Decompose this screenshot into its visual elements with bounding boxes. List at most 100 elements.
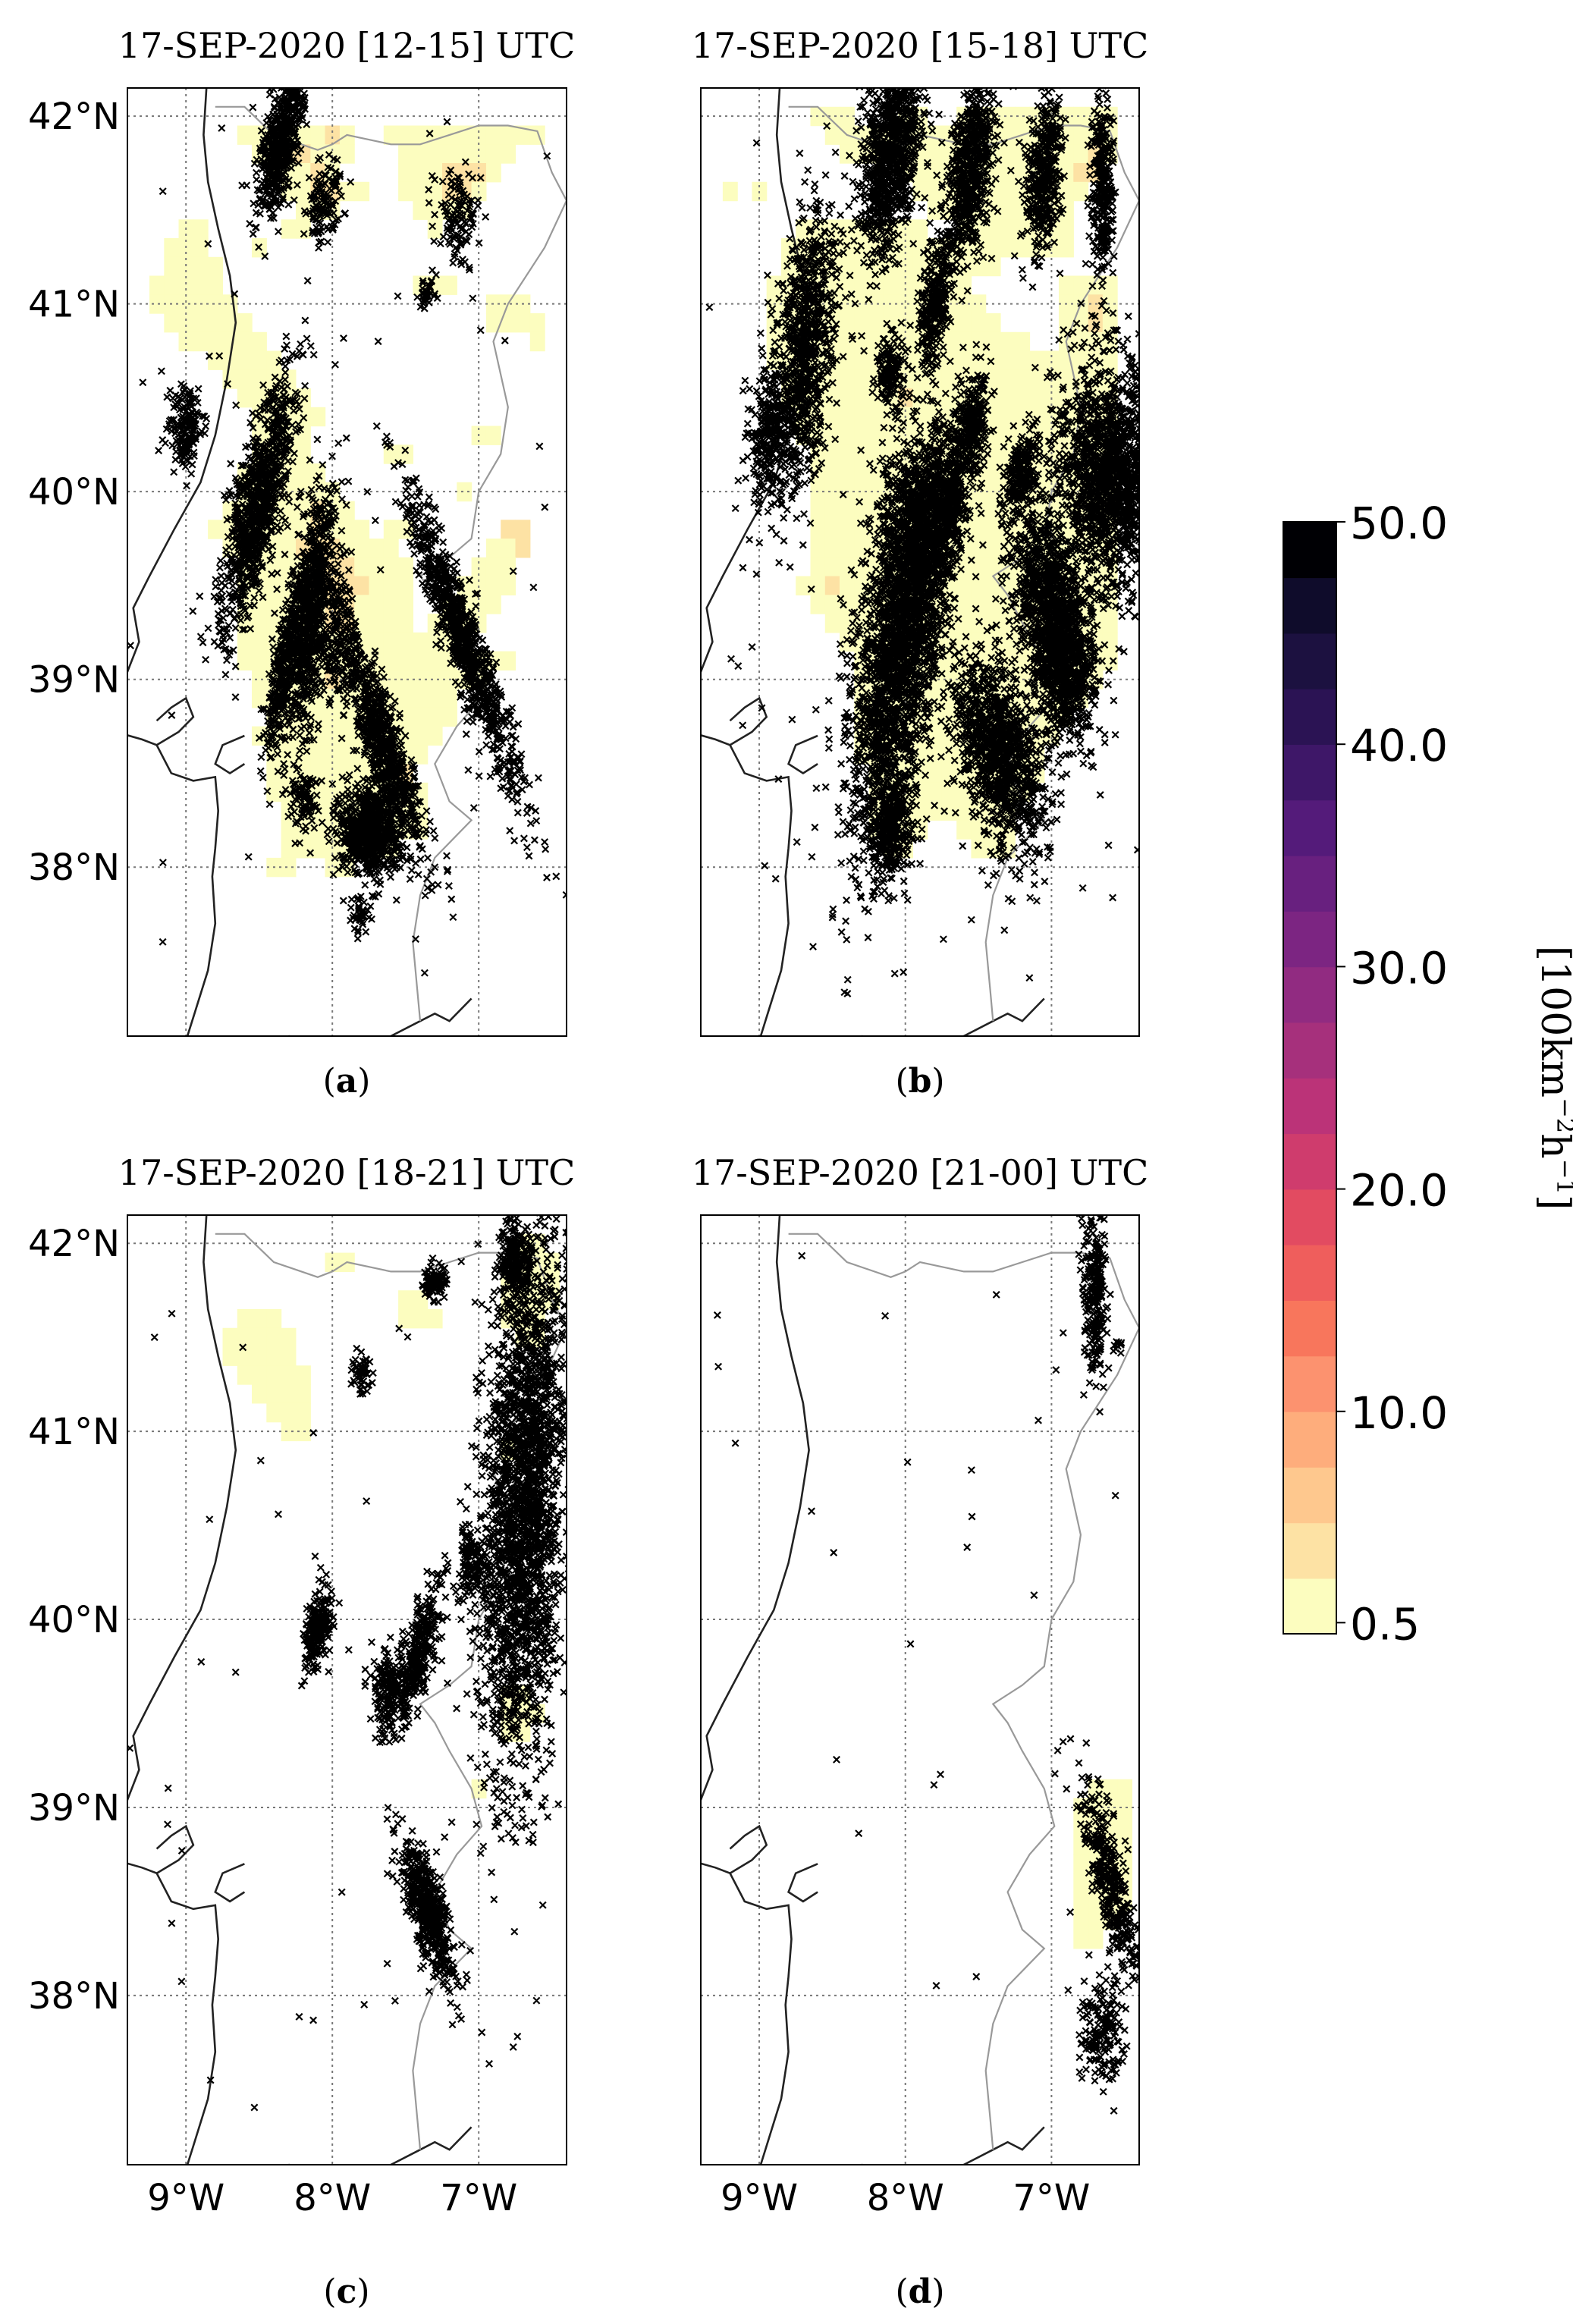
- density-cell: [1073, 1892, 1089, 1911]
- density-cell: [339, 745, 355, 765]
- density-cell: [427, 651, 443, 671]
- colorbar-swatch: [1283, 1244, 1336, 1301]
- density-cell: [515, 125, 531, 145]
- density-cell: [898, 294, 913, 314]
- density-cell: [369, 632, 385, 652]
- density-cell: [971, 294, 987, 314]
- coastline: [701, 1215, 810, 2165]
- density-cell: [149, 275, 165, 295]
- density-cell: [427, 689, 443, 708]
- density-cell: [398, 595, 413, 614]
- longitude-tick-label: 9°W: [721, 2177, 798, 2219]
- density-cell: [369, 595, 385, 614]
- density-cell: [1073, 275, 1089, 295]
- density-cell: [281, 219, 297, 239]
- density-cell: [824, 125, 840, 145]
- density-cell: [208, 275, 223, 295]
- density-cell: [898, 275, 913, 295]
- latitude-tick-label: 41°N: [28, 284, 120, 326]
- density-cell: [985, 313, 1001, 333]
- density-cell: [398, 444, 413, 464]
- density-cell: [339, 501, 355, 520]
- colorbar-swatch: [1283, 1522, 1336, 1579]
- panel-label: (d): [895, 2272, 944, 2311]
- longitude-tick-label: 8°W: [294, 2177, 371, 2219]
- density-cell: [824, 407, 840, 427]
- density-cell: [354, 595, 370, 614]
- density-cell: [854, 426, 870, 445]
- map-frame: [127, 87, 567, 1037]
- colorbar-swatch: [1283, 1300, 1336, 1357]
- tagus-estuary: [155, 696, 195, 746]
- density-cell: [1015, 388, 1031, 408]
- density-cell: [178, 313, 194, 333]
- panel-title: 17-SEP-2020 [18-21] UTC: [118, 1152, 576, 1193]
- density-cell: [1073, 144, 1089, 164]
- portugal-spain-border: [215, 105, 567, 1022]
- colorbar-swatch: [1283, 1467, 1336, 1524]
- panel-title: 17-SEP-2020 [21-00] UTC: [692, 1152, 1149, 1193]
- density-cell: [193, 313, 209, 333]
- density-cell: [339, 726, 355, 746]
- density-cell: [222, 313, 238, 333]
- density-cell: [485, 557, 501, 577]
- colorbar: 50.0 40.0 30.0 20.0 10.0 0.5 [100km−2h−1]: [1283, 498, 1573, 1650]
- density-cell: [193, 219, 209, 239]
- density-cell: [383, 539, 399, 558]
- colorbar-swatch: [1283, 688, 1336, 745]
- density-cell: [529, 331, 545, 352]
- colorbar-tick-label: 30.0: [1350, 942, 1448, 994]
- density-cell: [413, 1309, 429, 1329]
- density-cell: [854, 313, 870, 333]
- colorbar-swatch: [1283, 1022, 1336, 1079]
- coastline: [701, 88, 810, 1036]
- density-cell: [354, 520, 370, 539]
- density-cell: [457, 125, 473, 145]
- density-cell: [296, 163, 311, 183]
- lightning-strokes: [713, 1215, 1139, 2115]
- density-cell: [1059, 238, 1074, 258]
- density-cell: [485, 144, 501, 164]
- density-cell: [824, 576, 840, 595]
- density-cell: [840, 313, 855, 333]
- density-cell: [222, 331, 238, 352]
- density-cell: [840, 369, 855, 389]
- density-cell: [515, 313, 531, 333]
- lightning-strokes: [127, 88, 567, 977]
- density-cell: [296, 125, 311, 145]
- colorbar-swatch: [1283, 966, 1336, 1023]
- density-cell: [252, 331, 267, 352]
- density-cell: [310, 839, 326, 859]
- density-cell: [1000, 181, 1016, 202]
- gridlines: [701, 1215, 1139, 2165]
- density-cell: [1029, 388, 1045, 408]
- density-cell: [1073, 1930, 1089, 1949]
- colorbar-tick-label: 40.0: [1350, 720, 1448, 771]
- density-cell: [310, 820, 326, 840]
- density-cell: [398, 670, 413, 689]
- density-cell: [1015, 331, 1031, 352]
- density-cell: [193, 238, 209, 258]
- density-cell: [296, 444, 311, 464]
- density-cell: [164, 313, 180, 333]
- density-cell: [281, 1365, 297, 1385]
- colorbar-tick-label: 50.0: [1350, 498, 1448, 549]
- density-cell: [1000, 407, 1016, 427]
- density-cell: [471, 144, 487, 164]
- density-cell: [237, 350, 253, 370]
- density-cell: [471, 163, 487, 183]
- density-cell: [354, 539, 370, 558]
- density-cell: [854, 576, 870, 595]
- density-cell: [222, 1327, 238, 1348]
- density-cell: [237, 1365, 253, 1385]
- density-cell: [413, 200, 429, 220]
- density-cell: [413, 689, 429, 708]
- longitude-tick-label: 7°W: [1013, 2177, 1090, 2219]
- density-cell: [529, 313, 545, 333]
- density-cell: [281, 839, 297, 859]
- density-cell: [840, 426, 855, 445]
- density-cell: [310, 407, 326, 427]
- density-cell: [840, 576, 855, 595]
- panel-label: (b): [895, 1062, 944, 1101]
- density-cell: [912, 219, 928, 239]
